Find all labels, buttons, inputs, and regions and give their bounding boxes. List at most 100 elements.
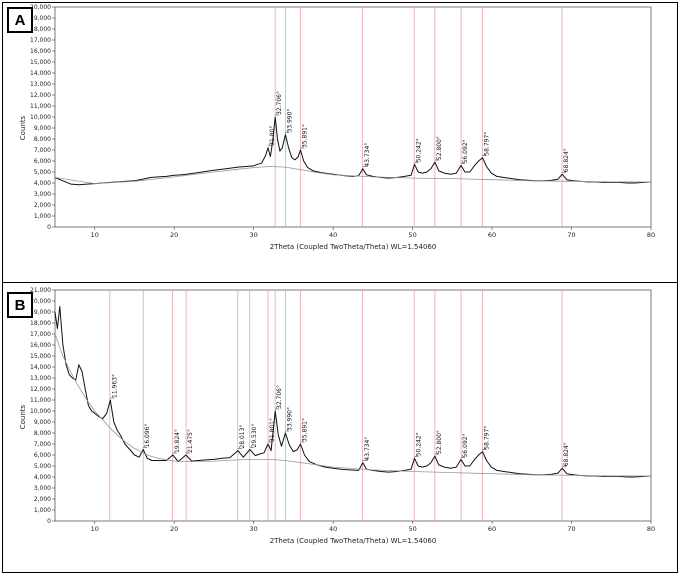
- peak-label: 52.800°: [436, 136, 443, 160]
- y-tick-label: 16,000: [30, 48, 51, 55]
- y-tick-label: 5,000: [34, 169, 51, 176]
- peak-label: 32.706°: [276, 385, 283, 409]
- panel-label-b: B: [7, 292, 33, 318]
- x-tick-label: 40: [329, 231, 337, 239]
- y-tick-label: 4,000: [34, 474, 51, 481]
- panel-divider: [2, 282, 678, 283]
- plot-area: [54, 6, 652, 228]
- y-tick-label: 16,000: [30, 342, 51, 349]
- y-tick-label: 13,000: [30, 375, 51, 382]
- y-tick-label: 2,000: [34, 202, 51, 209]
- y-tick-label: 8,000: [34, 430, 51, 437]
- y-tick-label: 21,000: [30, 287, 51, 294]
- peak-label: 58.797°: [484, 132, 491, 156]
- y-tick-label: 7,000: [34, 147, 51, 154]
- peak-label: 19.824°: [174, 429, 181, 453]
- y-tick-label: 4,000: [34, 180, 51, 187]
- peak-label: 29.530°: [251, 424, 258, 448]
- plot-area: [54, 289, 652, 522]
- background-curve: [54, 166, 651, 184]
- y-axis-label: Counts: [19, 115, 27, 140]
- y-tick-label: 19,000: [30, 309, 51, 316]
- x-tick-label: 30: [250, 231, 258, 239]
- y-tick-label: 11,000: [30, 397, 51, 404]
- x-tick-label: 80: [647, 525, 655, 533]
- peak-label: 32.706°: [276, 91, 283, 115]
- peak-label: 50.242°: [416, 138, 423, 162]
- y-tick-label: 6,000: [34, 158, 51, 165]
- background-curve: [54, 333, 651, 477]
- x-tick-label: 50: [408, 525, 416, 533]
- peak-label: 33.990°: [286, 109, 293, 133]
- x-tick-label: 70: [567, 231, 575, 239]
- y-tick-label: 12,000: [30, 386, 51, 393]
- peak-label: 31.80°: [269, 126, 276, 146]
- y-tick-label: 12,000: [30, 92, 51, 99]
- x-tick-label: 10: [91, 231, 99, 239]
- x-tick-label: 20: [170, 525, 178, 533]
- peak-label: 31.801°: [269, 418, 276, 442]
- x-tick-label: 40: [329, 525, 337, 533]
- y-tick-label: 13,000: [30, 81, 51, 88]
- y-tick-label: 14,000: [30, 70, 51, 77]
- peak-label: 68.824°: [563, 148, 570, 172]
- x-axis-label: 2Theta (Coupled TwoTheta/Theta) WL=1.540…: [270, 243, 437, 251]
- y-tick-label: 3,000: [34, 485, 51, 492]
- y-tick-label: 20,000: [30, 298, 51, 305]
- x-tick-label: 80: [647, 231, 655, 239]
- y-tick-label: 11,000: [30, 103, 51, 110]
- y-tick-label: 1,000: [34, 213, 51, 220]
- panel-label-a: A: [7, 7, 33, 33]
- peak-label: 50.242°: [416, 432, 423, 456]
- x-tick-label: 60: [488, 231, 496, 239]
- peak-label: 35.891°: [301, 418, 308, 442]
- peak-label: 28.013°: [239, 425, 246, 449]
- x-axis-label: 2Theta (Coupled TwoTheta/Theta) WL=1.540…: [270, 537, 437, 545]
- y-tick-label: 20,000: [30, 4, 51, 11]
- x-tick-label: 60: [488, 525, 496, 533]
- peak-label: 58.797°: [484, 426, 491, 450]
- y-tick-label: 2,000: [34, 496, 51, 503]
- peak-label: 21.475°: [187, 429, 194, 453]
- x-tick-label: 50: [408, 231, 416, 239]
- y-tick-label: 5,000: [34, 463, 51, 470]
- peak-label: 56.092°: [462, 433, 469, 457]
- y-tick-label: 10,000: [30, 114, 51, 121]
- peak-label: 43.734°: [364, 143, 371, 167]
- y-axis-label: Counts: [19, 404, 27, 429]
- peak-label: 11.963°: [111, 374, 118, 398]
- diffraction-pattern-line: [54, 306, 652, 478]
- y-tick-label: 9,000: [34, 419, 51, 426]
- peak-label: 52.800°: [436, 430, 443, 454]
- y-tick-label: 6,000: [34, 452, 51, 459]
- peak-label: 43.734°: [364, 437, 371, 461]
- y-tick-label: 15,000: [30, 353, 51, 360]
- y-tick-label: 0: [47, 518, 51, 525]
- x-tick-label: 10: [91, 525, 99, 533]
- y-tick-label: 10,000: [30, 408, 51, 415]
- x-tick-label: 20: [170, 231, 178, 239]
- y-tick-label: 19,000: [30, 15, 51, 22]
- x-tick-label: 30: [250, 525, 258, 533]
- y-tick-label: 14,000: [30, 364, 51, 371]
- y-tick-label: 7,000: [34, 441, 51, 448]
- y-tick-label: 17,000: [30, 331, 51, 338]
- peak-label: 56.092°: [462, 139, 469, 163]
- y-tick-label: 17,000: [30, 37, 51, 44]
- y-tick-label: 0: [47, 224, 51, 231]
- y-tick-label: 18,000: [30, 320, 51, 327]
- y-tick-label: 18,000: [30, 26, 51, 33]
- peak-label: 33.990°: [286, 407, 293, 431]
- peak-label: 16.096°: [144, 424, 151, 448]
- y-tick-label: 8,000: [34, 136, 51, 143]
- y-tick-label: 15,000: [30, 59, 51, 66]
- y-tick-label: 1,000: [34, 507, 51, 514]
- y-tick-label: 9,000: [34, 125, 51, 132]
- y-tick-label: 3,000: [34, 191, 51, 198]
- peak-label: 68.824°: [563, 442, 570, 466]
- peak-label: 35.891°: [301, 124, 308, 148]
- x-tick-label: 70: [567, 525, 575, 533]
